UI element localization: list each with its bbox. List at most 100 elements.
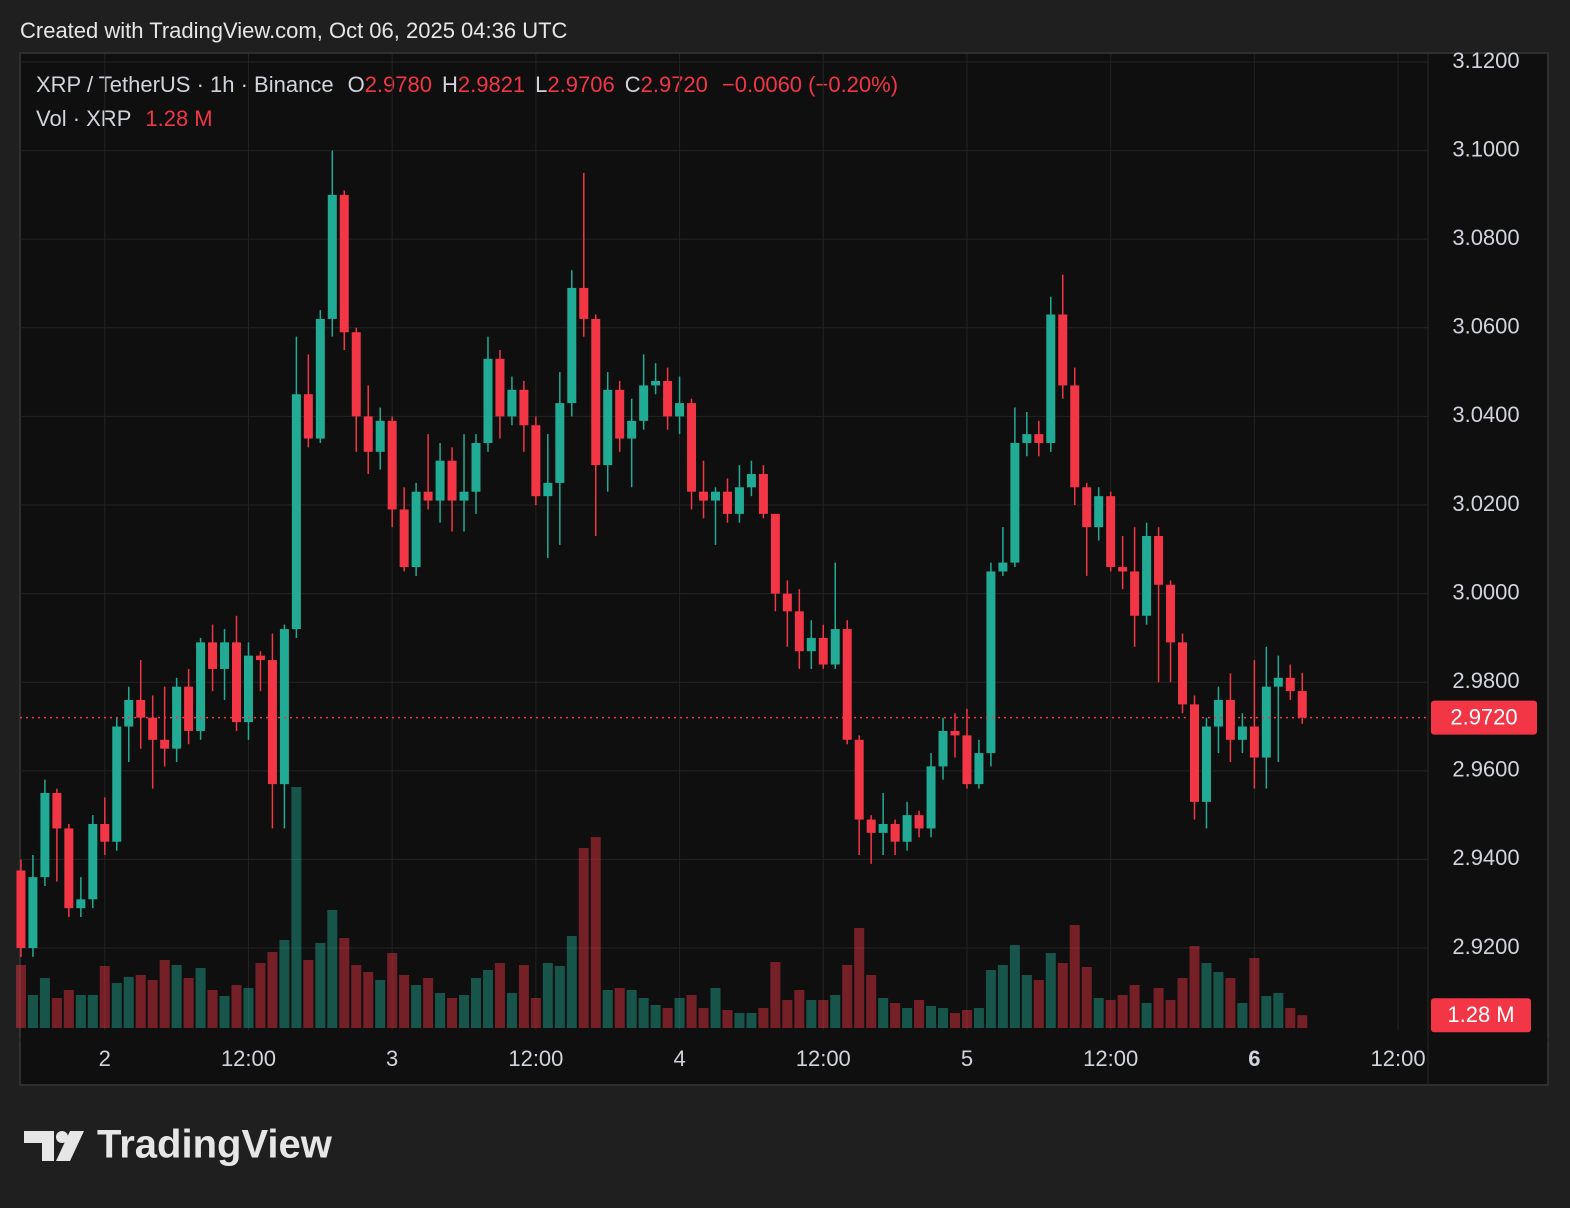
volume-bar	[914, 1000, 925, 1028]
candle-body	[232, 642, 242, 723]
candle-body	[1082, 487, 1092, 528]
volume-bar	[1129, 985, 1140, 1028]
candle-body	[1130, 571, 1140, 616]
volume-bar	[1237, 1003, 1248, 1028]
candle-body	[88, 823, 98, 900]
volume-bar	[39, 978, 50, 1028]
candle-body	[699, 491, 709, 501]
candle-body	[1297, 691, 1307, 718]
volume-bar	[1153, 988, 1164, 1028]
candle-body	[1094, 496, 1104, 528]
volume-tag	[1431, 998, 1531, 1033]
volume-bar	[482, 970, 493, 1028]
volume-bar	[267, 952, 278, 1028]
chart-frame	[19, 52, 1549, 1086]
candle-body	[615, 389, 625, 439]
legend-key: H	[442, 72, 458, 97]
volume-bar	[147, 980, 158, 1028]
candle-body	[722, 491, 732, 514]
volume-bar	[1273, 993, 1284, 1028]
volume-bar	[1081, 967, 1092, 1028]
candle-body	[243, 655, 253, 723]
volume-bar	[363, 972, 374, 1028]
volume-bar	[27, 995, 38, 1028]
logo-text: TradingView	[97, 1123, 333, 1167]
y-tick-label: 3.0400	[1452, 402, 1519, 427]
volume-bar	[15, 965, 26, 1028]
candle-body	[639, 385, 649, 421]
volume-bar	[626, 990, 637, 1028]
volume-bar	[327, 910, 338, 1028]
volume-bar	[674, 998, 685, 1028]
volume-bar	[459, 995, 470, 1028]
volume-bars	[15, 787, 1308, 1028]
candle-body	[423, 491, 433, 501]
candle-body	[1201, 726, 1211, 802]
candle-body	[818, 637, 828, 665]
volume-bar	[399, 975, 410, 1028]
volume-bar	[758, 1008, 769, 1028]
candle-body	[76, 899, 86, 909]
volume-bar	[494, 963, 505, 1028]
volume-bar	[578, 848, 589, 1028]
volume-bar	[231, 985, 242, 1028]
candle-body	[1058, 314, 1068, 386]
volume-bar	[686, 995, 697, 1028]
candle-body	[902, 815, 912, 842]
x-tick-label: 12:00	[1083, 1046, 1138, 1071]
candle-body	[531, 425, 541, 497]
volume-bar	[878, 998, 889, 1028]
volume-bar	[530, 998, 541, 1028]
logo: TradingView	[24, 1123, 333, 1167]
volume-bar	[746, 1013, 757, 1028]
y-tick-label: 3.0800	[1452, 225, 1519, 250]
legend-change: −0.0060 (−0.20%)	[722, 72, 898, 97]
candle-body	[567, 287, 577, 404]
volume-bar	[638, 998, 649, 1028]
volume-bar	[243, 988, 254, 1028]
candle-body	[1178, 642, 1188, 705]
volume-bar	[506, 993, 517, 1028]
volume-tag-label: 1.28 M	[1447, 1002, 1514, 1027]
volume-bar	[938, 1008, 949, 1028]
volume-bar	[87, 995, 98, 1028]
volume-bar	[1009, 945, 1020, 1028]
candle-body	[471, 442, 481, 492]
candle-body	[1166, 584, 1176, 643]
x-tick-label: 12:00	[508, 1046, 563, 1071]
candle-body	[303, 394, 313, 439]
volume-bar	[1117, 995, 1128, 1028]
candle-body	[962, 735, 972, 785]
candle-body	[1154, 536, 1164, 585]
candle-body	[495, 358, 505, 417]
volume-bar	[387, 953, 398, 1028]
volume-bar	[207, 990, 218, 1028]
price-tag	[1431, 700, 1537, 735]
volume-bar	[1225, 978, 1236, 1028]
volume-bar	[1165, 1000, 1176, 1028]
candle-body	[926, 766, 936, 829]
volume-bar	[830, 995, 841, 1028]
candle-body	[687, 403, 697, 492]
candle-body	[447, 460, 457, 501]
volume-bar	[471, 978, 482, 1028]
candle-body	[220, 642, 230, 669]
candle-body	[758, 473, 768, 514]
candle-body	[255, 655, 265, 661]
x-tick-label: 3	[386, 1046, 398, 1071]
volume-bar	[123, 977, 134, 1028]
axes: 3.1200 3.1000 3.0800 3.0600 3.0400 3.0200 3.00…	[20, 48, 1537, 1071]
volume-bar	[1201, 963, 1212, 1028]
candle-body	[938, 730, 948, 767]
candle-body	[507, 389, 517, 417]
candle-body	[327, 194, 337, 319]
candle-body	[124, 699, 134, 727]
candle-body	[974, 753, 984, 785]
candle-body	[1237, 726, 1247, 740]
volume-bar	[423, 978, 434, 1028]
candle-body	[842, 629, 852, 740]
candle-body	[543, 482, 553, 497]
volume-bar	[854, 928, 865, 1028]
volume-bar	[902, 1008, 913, 1028]
candle-body	[291, 394, 301, 630]
